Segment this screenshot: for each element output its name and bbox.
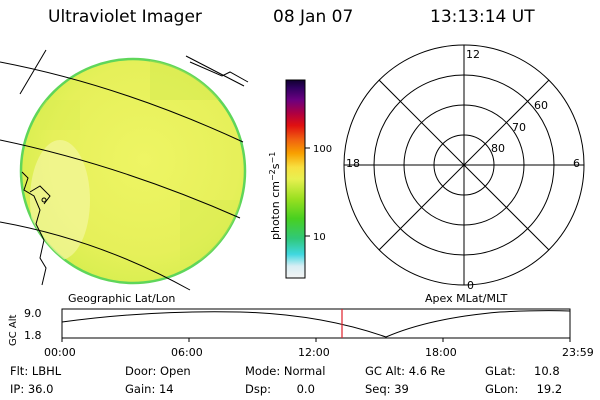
gain-info: Gain: 14 [125, 382, 174, 396]
coastline [185, 55, 245, 87]
altitude-ylabel: GC Alt [8, 314, 19, 346]
altitude-plot: 9.0 1.8 GC Alt 00:00 06:00 12:00 18:00 2… [8, 307, 594, 359]
lat-label-80: 80 [491, 142, 505, 155]
filter-info: Flt: LBHL [10, 364, 62, 378]
altitude-plot-frame [61, 308, 571, 339]
colorbar-scale [285, 79, 306, 279]
colorbar-tick-10: 10 [313, 232, 326, 243]
alt-xtick: 12:00 [298, 346, 330, 359]
alt-xtick: 18:00 [425, 346, 457, 359]
coastline [189, 61, 249, 83]
mlt-label-12: 12 [466, 48, 480, 61]
bright-patch [30, 140, 90, 260]
alt-ytick-bottom: 1.8 [24, 329, 42, 342]
geo-grid [0, 49, 249, 291]
alt-ytick-top: 9.0 [24, 307, 42, 320]
longitude-line [19, 49, 47, 95]
polar-grid [343, 44, 585, 286]
colorbar: 100 10 photon cm−2s−1 [268, 79, 332, 279]
latitude-line [0, 139, 241, 219]
ip-info: IP: 36.0 [10, 382, 54, 396]
apex-panel-label: Apex MLat/MLT [425, 292, 508, 305]
date-label: 08 Jan 07 [273, 7, 354, 27]
colorbar-label: photon cm−2s−1 [268, 152, 283, 240]
altitude-x-labels: 00:00 06:00 12:00 18:00 23:59 [44, 346, 594, 359]
coastline [41, 197, 47, 203]
uv-image-panel [0, 49, 249, 291]
alt-xtick: 23:59 [562, 346, 594, 359]
door-info: Door: Open [125, 364, 191, 378]
lat-label-60: 60 [534, 99, 548, 112]
coastline [29, 185, 51, 205]
altitude-curve [61, 310, 571, 338]
seq-info: Seq: 39 [365, 382, 409, 396]
gc-alt-info: GC Alt: 4.6 Re [365, 364, 446, 378]
time-label: 13:13:14 UT [430, 7, 535, 27]
mlt-label-6: 6 [573, 157, 580, 170]
glat-info: GLat: 10.8 [485, 364, 560, 378]
mlt-label-0: 0 [467, 279, 474, 292]
instrument-title: Ultraviolet Imager [48, 7, 202, 27]
lat-label-70: 70 [512, 121, 526, 134]
latitude-line [0, 61, 244, 143]
latitude-line [0, 221, 191, 291]
alt-xtick: 00:00 [44, 346, 76, 359]
mode-info: Mode: Normal [245, 364, 326, 378]
altitude-y-labels: 9.0 1.8 [24, 307, 42, 342]
geo-panel-label: Geographic Lat/Lon [68, 292, 175, 305]
mlt-label-18: 18 [346, 157, 360, 170]
coastline [21, 171, 47, 286]
dsp-info: Dsp: 0.0 [245, 382, 315, 396]
polar-labels: 12 18 6 0 60 70 80 [346, 48, 580, 292]
mlt-line-diag [378, 79, 550, 251]
altitude-x-ticks [61, 338, 571, 342]
colorbar-tick-100: 100 [313, 144, 332, 155]
alt-xtick: 06:00 [171, 346, 203, 359]
glon-info: GLon: 19.2 [485, 382, 563, 396]
